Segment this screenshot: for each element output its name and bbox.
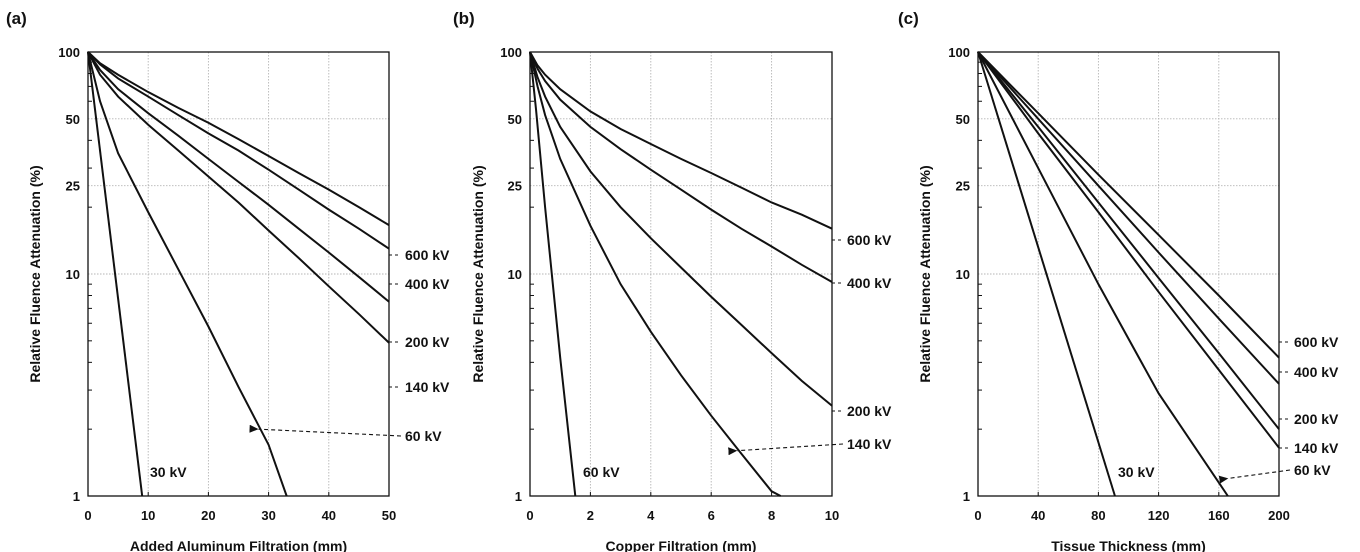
panel-a-ytick-label: 1: [73, 489, 80, 504]
panel-b-label-140-kv: 140 kV: [847, 436, 892, 452]
panel-c-ytick-label: 100: [948, 45, 970, 60]
panel-c-series-200-kv: [977, 51, 1280, 430]
panel-c-xtick-label: 40: [1031, 508, 1045, 523]
panel-b-xtick-label: 8: [768, 508, 775, 523]
panel-a-ytick-label: 100: [58, 45, 80, 60]
panel-b-series-140-kv: [529, 51, 782, 497]
panel-b-y-axis-label: Relative Fluence Attenuation (%): [470, 165, 486, 382]
panel-a-xtick-label: 10: [141, 508, 155, 523]
panel-c-plot-frame: [977, 51, 1280, 497]
panel-b-series-600-kv: [529, 51, 833, 230]
panel-c-xtick-label: 80: [1091, 508, 1105, 523]
panel-a-arrow-60-kv: [249, 424, 402, 437]
panel-c-series-30-kv: [977, 51, 1116, 497]
panel-a-label-200-kv: 200 kV: [405, 334, 450, 350]
panel-c-ytick-label: 50: [956, 112, 970, 127]
panel-a-label-400-kv: 400 kV: [405, 276, 450, 292]
panel-a-letter: (a): [6, 9, 27, 28]
panel-c-series-400-kv: [977, 51, 1280, 385]
panel-b-xtick-label: 2: [587, 508, 594, 523]
panel-c-ytick-label: 1: [963, 489, 970, 504]
panel-a-plot-frame: [87, 51, 390, 497]
panel-a-series-60-kv: [87, 51, 288, 497]
panel-c-xtick-label: 200: [1268, 508, 1290, 523]
panel-b-label-200-kv: 200 kV: [847, 403, 892, 419]
panel-b-letter: (b): [453, 9, 475, 28]
panel-b-xtick-label: 0: [526, 508, 533, 523]
panel-a-label-140-kv: 140 kV: [405, 379, 450, 395]
panel-c-label-600-kv: 600 kV: [1294, 334, 1339, 350]
panel-b-ytick-label: 25: [508, 179, 522, 194]
panel-a-ytick-label: 25: [66, 179, 80, 194]
panel-b-series-400-kv: [529, 51, 833, 283]
panel-a-series-140-kv: [87, 51, 390, 344]
panel-a-label-600-kv: 600 kV: [405, 247, 450, 263]
panel-c-label-140-kv: 140 kV: [1294, 440, 1339, 456]
panel-c-letter: (c): [898, 9, 919, 28]
panel-b-xtick-label: 4: [647, 508, 655, 523]
panel-a-label-60-kv: 60 kV: [405, 428, 442, 444]
panel-b-series-60-kv: [529, 51, 577, 497]
panel-a-series-200-kv: [87, 51, 390, 303]
panel-a-ytick-label: 10: [66, 267, 80, 282]
panel-a-xtick-label: 50: [382, 508, 396, 523]
panel-c-series-140-kv: [977, 51, 1280, 449]
panel-a-series-600-kv: [87, 51, 390, 226]
panel-c-series-600-kv: [977, 51, 1280, 359]
panel-b-ytick-label: 50: [508, 112, 522, 127]
panel-c-ytick-label: 10: [956, 267, 970, 282]
panel-c-xtick-label: 0: [974, 508, 981, 523]
panel-a-xtick-label: 40: [322, 508, 336, 523]
panel-b-series-200-kv: [529, 51, 833, 407]
panel-a-xtick-label: 0: [84, 508, 91, 523]
panel-c-y-axis-label: Relative Fluence Attenuation (%): [917, 165, 933, 382]
panel-b-ytick-label: 100: [500, 45, 522, 60]
panel-b-xtick-label: 10: [825, 508, 839, 523]
panel-b-xtick-label: 6: [708, 508, 715, 523]
panel-a-series-30-kv: [87, 51, 144, 497]
panel-c-x-axis-label: Tissue Thickness (mm): [1051, 538, 1206, 552]
panel-b-inside-label-60-kv: 60 kV: [583, 464, 620, 480]
panel-b-label-600-kv: 600 kV: [847, 232, 892, 248]
panel-b-label-400-kv: 400 kV: [847, 275, 892, 291]
panel-c-inside-label-30-kv: 30 kV: [1118, 464, 1155, 480]
panel-c-ytick-label: 25: [956, 179, 970, 194]
panel-a-inside-label-30-kv: 30 kV: [150, 464, 187, 480]
panel-a-ytick-label: 50: [66, 112, 80, 127]
panel-a-series-400-kv: [87, 51, 390, 250]
panel-c-xtick-label: 160: [1208, 508, 1230, 523]
panel-c-label-60-kv: 60 kV: [1294, 462, 1331, 478]
panel-a-y-axis-label: Relative Fluence Attenuation (%): [27, 165, 43, 382]
panel-b-x-axis-label: Copper Filtration (mm): [606, 538, 757, 552]
panel-a-x-axis-label: Added Aluminum Filtration (mm): [130, 538, 347, 552]
panel-b-plot-frame: [529, 51, 833, 497]
panel-b-ytick-label: 10: [508, 267, 522, 282]
panel-c-label-200-kv: 200 kV: [1294, 411, 1339, 427]
panel-a-xtick-label: 20: [201, 508, 215, 523]
panel-c-series-60-kv: [977, 51, 1229, 497]
panel-b-ytick-label: 1: [515, 489, 522, 504]
panel-c-arrow-60-kv: [1218, 469, 1291, 484]
panel-b-arrow-140-kv: [728, 443, 844, 456]
panel-a-xtick-label: 30: [261, 508, 275, 523]
panel-c-label-400-kv: 400 kV: [1294, 364, 1339, 380]
panel-c-xtick-label: 120: [1148, 508, 1170, 523]
